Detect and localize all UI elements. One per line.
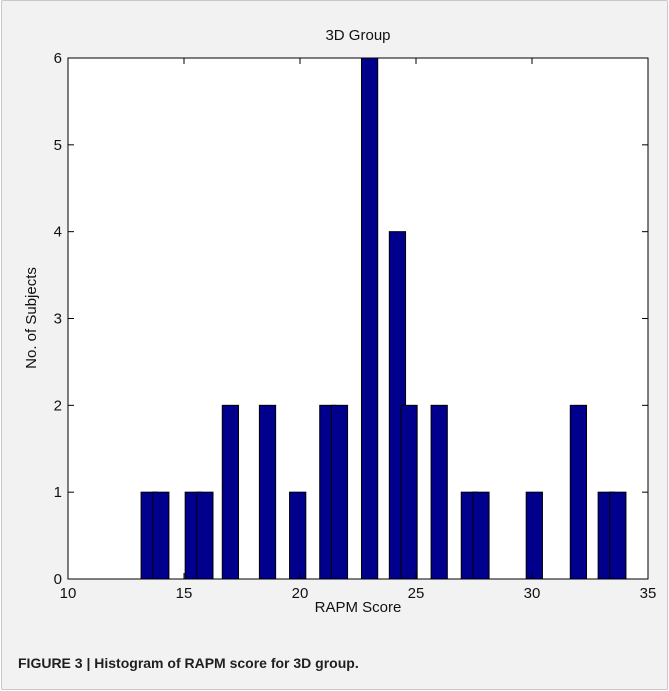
histogram-bar-12 <box>430 404 448 580</box>
y-tick-label-4: 4 <box>54 224 62 241</box>
histogram-bar-11 <box>400 404 418 580</box>
histogram-bar-1 <box>152 491 170 580</box>
histogram-bar-3 <box>196 491 214 580</box>
x-ticks: 10 15 20 25 30 35 <box>60 58 657 602</box>
x-tick-label-0: 10 <box>60 585 77 602</box>
histogram-bar-8 <box>330 404 349 580</box>
y-tick-label-1: 1 <box>54 484 62 501</box>
histogram-bar-9 <box>360 57 379 580</box>
y-tick-label-6: 6 <box>54 50 62 67</box>
y-tick-label-2: 2 <box>54 397 62 414</box>
chart-title: 3D Group <box>325 27 390 44</box>
histogram-bar-5 <box>258 404 277 580</box>
y-tick-label-0: 0 <box>54 571 62 588</box>
y-axis-label: No. of Subjects <box>23 267 40 369</box>
histogram-bar-16 <box>569 404 588 580</box>
y-tick-label-5: 5 <box>54 137 62 154</box>
histogram-bar-4 <box>221 404 240 580</box>
bars-group <box>140 57 627 580</box>
x-axis-label: RAPM Score <box>315 599 402 616</box>
histogram-bar-14 <box>472 491 490 580</box>
x-tick-label-5: 35 <box>640 585 657 602</box>
histogram-chart: 10 15 20 25 30 35 0 1 2 3 4 5 6 3D Group RAPM Score… <box>23 27 657 616</box>
histogram-bar-15 <box>525 491 543 580</box>
x-tick-label-4: 30 <box>524 585 541 602</box>
histogram-bar-6 <box>289 491 307 580</box>
y-tick-label-3: 3 <box>54 311 62 328</box>
histogram-bar-18 <box>609 491 627 580</box>
x-tick-label-2: 20 <box>292 585 309 602</box>
y-ticks: 0 1 2 3 4 5 6 <box>54 50 648 588</box>
x-tick-label-3: 25 <box>408 585 425 602</box>
figure-caption: FIGURE 3 | Histogram of RAPM score for 3… <box>18 655 359 671</box>
x-tick-label-1: 15 <box>176 585 193 602</box>
